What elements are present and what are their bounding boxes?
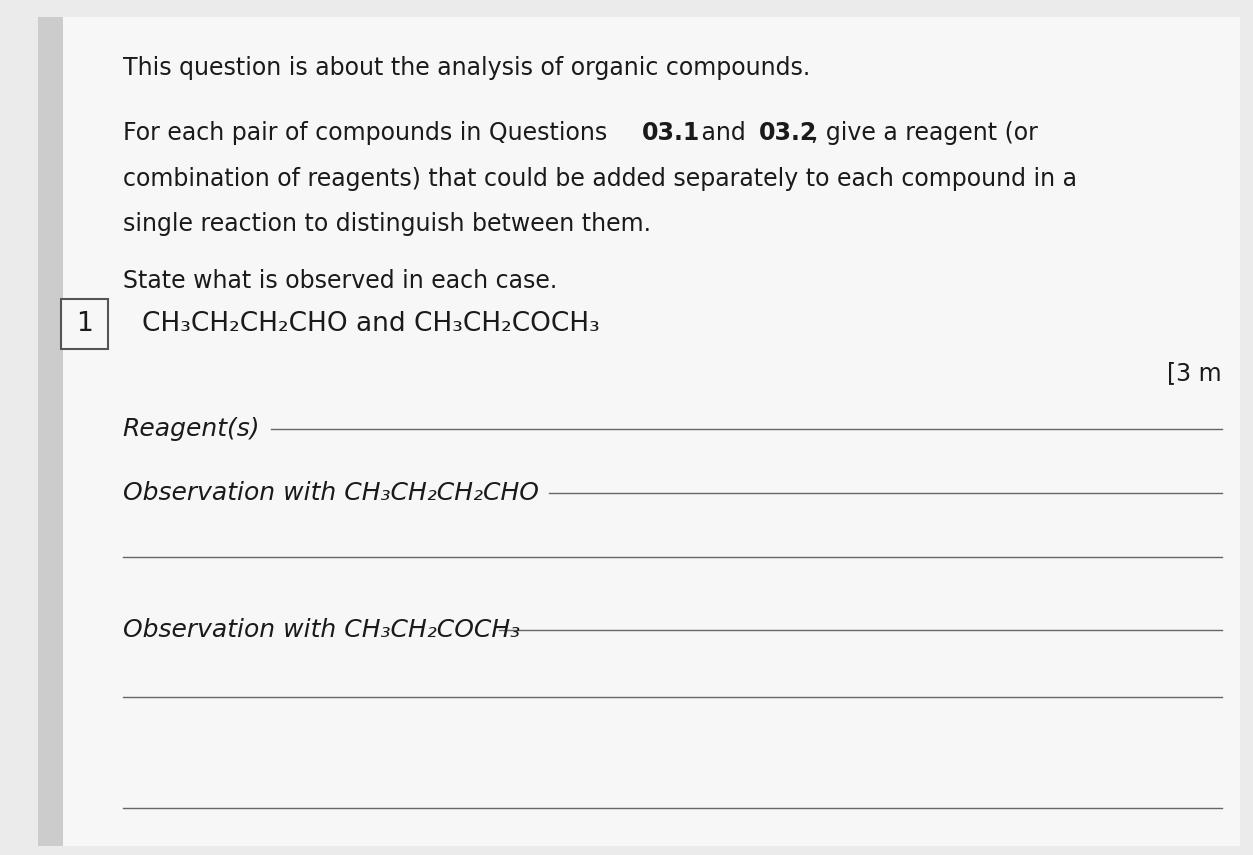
Text: and: and bbox=[694, 121, 753, 145]
Text: 03.2: 03.2 bbox=[759, 121, 817, 145]
Text: For each pair of compounds in Questions: For each pair of compounds in Questions bbox=[123, 121, 614, 145]
Text: combination of reagents) that could be added separately to each compound in a: combination of reagents) that could be a… bbox=[123, 167, 1076, 191]
Text: Reagent(s): Reagent(s) bbox=[123, 417, 261, 441]
Text: Observation with CH₃CH₂COCH₃: Observation with CH₃CH₂COCH₃ bbox=[123, 618, 520, 642]
Text: , give a reagent (or: , give a reagent (or bbox=[811, 121, 1037, 145]
FancyBboxPatch shape bbox=[61, 299, 108, 349]
Text: single reaction to distinguish between them.: single reaction to distinguish between t… bbox=[123, 212, 650, 236]
Text: This question is about the analysis of organic compounds.: This question is about the analysis of o… bbox=[123, 56, 809, 80]
Text: Observation with CH₃CH₂CH₂CHO: Observation with CH₃CH₂CH₂CHO bbox=[123, 481, 539, 505]
Text: 03.1: 03.1 bbox=[643, 121, 700, 145]
Text: CH₃CH₂CH₂CHO and CH₃CH₂COCH₃: CH₃CH₂CH₂CHO and CH₃CH₂COCH₃ bbox=[142, 311, 599, 337]
Bar bbox=[38, 17, 63, 846]
Text: 1: 1 bbox=[76, 311, 93, 337]
Text: [3 m: [3 m bbox=[1167, 361, 1222, 385]
Text: State what is observed in each case.: State what is observed in each case. bbox=[123, 269, 558, 293]
